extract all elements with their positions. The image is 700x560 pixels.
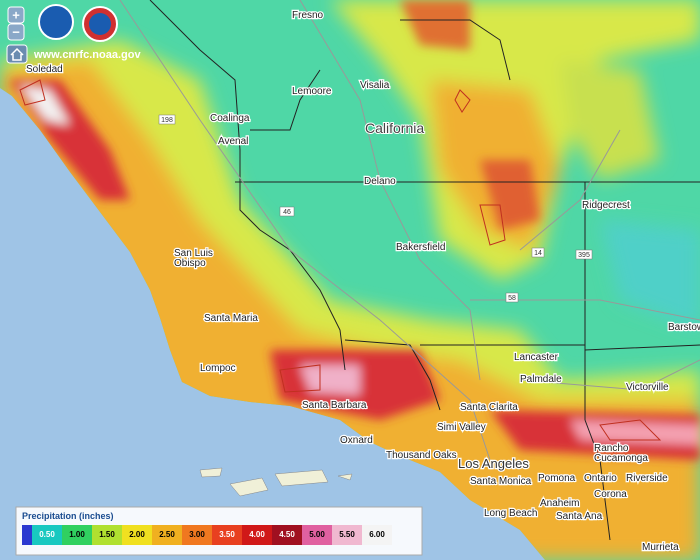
legend-label: 6.00 bbox=[369, 530, 385, 539]
city: Riverside bbox=[626, 473, 668, 484]
home-icon[interactable] bbox=[10, 47, 24, 61]
city: Barstow bbox=[668, 322, 700, 333]
highway-label: 46 bbox=[283, 209, 291, 216]
legend-swatch bbox=[32, 525, 62, 545]
city: Lompoc bbox=[200, 363, 236, 374]
city: San Luis bbox=[174, 248, 213, 259]
islands bbox=[199, 467, 353, 497]
legend-label: 1.50 bbox=[99, 530, 115, 539]
legend-swatch bbox=[362, 525, 392, 545]
legend-label: 5.00 bbox=[309, 530, 325, 539]
highway-label: 58 bbox=[508, 295, 516, 302]
noaa-logo bbox=[38, 4, 74, 40]
city: Bakersfield bbox=[396, 242, 445, 253]
city: Anaheim bbox=[540, 498, 579, 509]
legend-label: 2.00 bbox=[129, 530, 145, 539]
legend-label: 4.50 bbox=[279, 530, 295, 539]
city: Long Beach bbox=[484, 508, 537, 519]
legend-label: 4.00 bbox=[249, 530, 265, 539]
city: Cucamonga bbox=[594, 453, 648, 464]
city: Lemoore bbox=[292, 86, 332, 97]
city: Corona bbox=[594, 489, 627, 500]
zoom-in-button[interactable] bbox=[7, 6, 25, 24]
legend-swatch bbox=[62, 525, 92, 545]
city: Ridgecrest bbox=[582, 200, 630, 211]
legend-title: Precipitation (inches) bbox=[22, 511, 114, 521]
legend-swatch bbox=[242, 525, 272, 545]
city: Santa Clarita bbox=[460, 402, 518, 413]
zoom-out-label[interactable]: − bbox=[12, 24, 20, 39]
highway-label: 395 bbox=[578, 252, 590, 259]
site-url: www.cnrfc.noaa.gov bbox=[33, 49, 141, 61]
legend-swatch bbox=[212, 525, 242, 545]
city: Palmdale bbox=[520, 374, 562, 385]
legend-label: 5.50 bbox=[339, 530, 355, 539]
city: Thousand Oaks bbox=[386, 450, 457, 461]
legend-swatch bbox=[122, 525, 152, 545]
city: Santa Ana bbox=[556, 511, 603, 522]
city: Victorville bbox=[626, 382, 669, 393]
city-labels: Fresno Soledad Visalia Lemoore Coalinga … bbox=[25, 9, 700, 555]
city: Santa Barbara bbox=[302, 400, 367, 411]
legend-label: 3.00 bbox=[189, 530, 205, 539]
legend-swatch bbox=[182, 525, 212, 545]
legend-swatch bbox=[22, 525, 32, 545]
city: Obispo bbox=[174, 258, 206, 269]
city: Rancho bbox=[594, 443, 629, 454]
city: Pomona bbox=[538, 473, 576, 484]
city: Delano bbox=[364, 176, 396, 187]
city: Avenal bbox=[218, 136, 248, 147]
highway-shields: 198 46 14 395 58 bbox=[158, 114, 593, 303]
legend: Precipitation (inches) 0.50 1.00 1.50 2.00 2… bbox=[15, 506, 423, 556]
fire-perimeters bbox=[19, 79, 662, 441]
city: Coalinga bbox=[210, 113, 250, 124]
zoom-in-label[interactable]: + bbox=[12, 7, 20, 22]
highway-label: 14 bbox=[534, 250, 542, 257]
legend-swatch bbox=[302, 525, 332, 545]
city: Ontario bbox=[584, 473, 617, 484]
city: Visalia bbox=[360, 80, 390, 91]
zoom-out-button[interactable] bbox=[7, 23, 25, 41]
city: Lancaster bbox=[514, 352, 559, 363]
city: Los Angeles bbox=[458, 456, 529, 471]
city: Murrieta bbox=[642, 542, 679, 553]
legend-swatch bbox=[272, 525, 302, 545]
legend-label: 2.50 bbox=[159, 530, 175, 539]
city: Santa Maria bbox=[204, 313, 258, 324]
legend-label: 0.50 bbox=[39, 530, 55, 539]
legend-swatch bbox=[92, 525, 122, 545]
legend-label: 3.50 bbox=[219, 530, 235, 539]
legend-label: 1.00 bbox=[69, 530, 85, 539]
home-button[interactable] bbox=[6, 44, 28, 64]
city: Oxnard bbox=[340, 435, 373, 446]
city: Fresno bbox=[292, 10, 324, 21]
legend-swatch bbox=[332, 525, 362, 545]
region-label: California bbox=[365, 120, 424, 136]
map-controls: + − www.cnrfc.noaa.gov bbox=[6, 4, 141, 64]
highway-label: 198 bbox=[161, 117, 173, 124]
city: Simi Valley bbox=[437, 422, 486, 433]
legend-swatch bbox=[152, 525, 182, 545]
city: Soledad bbox=[26, 64, 63, 75]
city: Santa Monica bbox=[470, 476, 532, 487]
nws-logo-inner bbox=[89, 13, 111, 35]
county-lines bbox=[149, 0, 700, 541]
